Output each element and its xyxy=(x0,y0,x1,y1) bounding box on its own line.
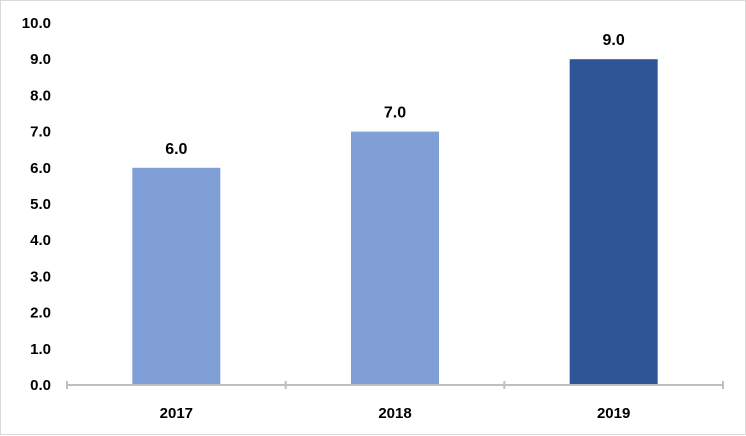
bars xyxy=(132,59,658,385)
data-label: 6.0 xyxy=(165,141,187,158)
x-axis-tick-labels: 2017 2018 2019 xyxy=(160,405,631,422)
y-axis-tick-labels: 0.0 1.0 2.0 3.0 4.0 5.0 6.0 7.0 8.0 9.0 10.0 xyxy=(22,15,51,394)
y-tick-label: 8.0 xyxy=(30,87,51,104)
bar-2019 xyxy=(569,59,658,385)
y-tick-label: 10.0 xyxy=(22,15,51,32)
y-tick-label: 1.0 xyxy=(30,341,51,358)
y-tick-label: 2.0 xyxy=(30,305,51,322)
y-tick-label: 3.0 xyxy=(30,268,51,285)
y-tick-label: 7.0 xyxy=(30,124,51,141)
y-tick-label: 0.0 xyxy=(30,377,51,394)
y-tick-label: 4.0 xyxy=(30,232,51,249)
x-tick-label: 2017 xyxy=(160,405,193,422)
data-label: 9.0 xyxy=(603,32,625,49)
x-tick-label: 2019 xyxy=(597,405,630,422)
y-tick-label: 5.0 xyxy=(30,196,51,213)
x-tick-label: 2018 xyxy=(378,405,411,422)
y-tick-label: 6.0 xyxy=(30,160,51,177)
y-tick-label: 9.0 xyxy=(30,51,51,68)
x-axis-tick-marks xyxy=(66,381,724,389)
data-labels: 6.0 7.0 9.0 xyxy=(165,32,625,158)
bar-2017 xyxy=(132,167,221,385)
bar-2018 xyxy=(351,131,439,385)
data-label: 7.0 xyxy=(384,105,406,122)
